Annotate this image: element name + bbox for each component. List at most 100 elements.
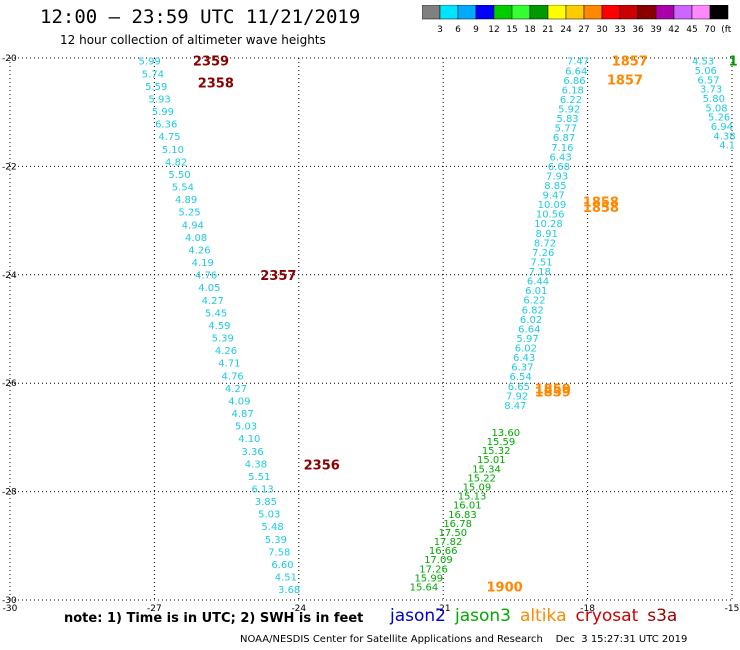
swh-value-label: 6.94 <box>711 122 733 133</box>
swh-value-label: 4.76 <box>222 371 244 382</box>
swh-value-label: 5.03 <box>235 422 257 433</box>
swh-value-label: 15.99 <box>414 573 443 584</box>
swh-value-label: 6.22 <box>560 95 582 106</box>
swh-value-label: 6.22 <box>523 296 545 307</box>
swh-value-label: 4.08 <box>185 233 207 244</box>
swh-value-label: 6.37 <box>511 363 533 374</box>
colorbar-label: 39 <box>650 25 662 35</box>
swh-value-label: 6.44 <box>527 277 549 288</box>
swh-value-label: 6.87 <box>553 133 575 144</box>
y-tick-label: -24 <box>2 271 17 281</box>
colorbar-label: 9 <box>473 25 479 35</box>
swh-value-label: 13.60 <box>491 428 520 439</box>
swh-value-label: 15.13 <box>458 492 487 503</box>
colorbar-label: 42 <box>668 25 679 35</box>
time-label: 1858 <box>583 196 619 211</box>
swh-value-label: 4.38 <box>245 459 267 470</box>
swh-value-label: 6.65 <box>508 382 530 393</box>
swh-value-label: 6.64 <box>565 66 587 77</box>
time-label: 2359 <box>193 55 229 70</box>
colorbar-label: 36 <box>632 25 644 35</box>
swh-value-label: 5.99 <box>138 57 160 68</box>
time-label: 1857 <box>607 74 643 89</box>
swh-value-label: 6.43 <box>513 353 535 364</box>
swh-value-label: 4.53 <box>692 57 714 68</box>
swh-value-label: 6.02 <box>515 344 537 355</box>
swh-value-label: 7.26 <box>532 248 554 259</box>
swh-value-label: 3.68 <box>278 585 300 596</box>
legend-cryosat: cryosat <box>575 606 639 626</box>
swh-value-label: 6.54 <box>509 372 531 383</box>
swh-value-label: 4.76 <box>195 271 217 282</box>
swh-value-label: 5.83 <box>556 114 578 125</box>
swh-value-label: 15.01 <box>477 455 506 466</box>
swh-value-label: 4.27 <box>202 296 224 307</box>
colorbar-label: 21 <box>542 25 553 35</box>
swh-value-label: 5.77 <box>555 124 577 135</box>
swh-value-label: 15.59 <box>487 437 516 448</box>
colorbar-label: 27 <box>578 25 589 35</box>
colorbar-label: (ft) <box>721 25 732 35</box>
y-tick-label: -22 <box>2 162 17 172</box>
swh-value-label: 15.64 <box>410 582 439 593</box>
swh-value-label: 17.50 <box>439 528 468 539</box>
swh-value-label: 8.85 <box>544 181 566 192</box>
x-tick-label: -18 <box>580 604 595 614</box>
swh-value-label: 5.06 <box>695 66 717 77</box>
colorbar-label: 15 <box>506 25 517 35</box>
note-text: note: 1) Time is in UTC; 2) SWH is in fe… <box>64 611 364 626</box>
x-tick-label: -15 <box>725 604 740 614</box>
swh-value-label: 5.80 <box>703 94 725 105</box>
time-label: 2356 <box>304 459 340 474</box>
swh-value-label: 6.02 <box>520 315 542 326</box>
swh-value-label: 5.10 <box>162 145 184 156</box>
colorbar-label: 30 <box>596 25 608 35</box>
swh-value-label: 5.92 <box>558 105 580 116</box>
colorbar-label: 18 <box>524 25 536 35</box>
swh-value-label: 16.66 <box>429 546 458 557</box>
swh-value-label: 4.1 <box>719 141 735 152</box>
swh-value-label: 3.85 <box>255 497 277 508</box>
swh-value-label: 7.58 <box>268 547 290 558</box>
swh-value-label: 4.19 <box>192 258 214 269</box>
time-label: 1859 <box>535 383 571 398</box>
swh-value-label: 17.82 <box>434 537 463 548</box>
swh-value-label: 15.09 <box>463 482 492 493</box>
swh-value-label: 5.39 <box>265 535 287 546</box>
swh-value-label: 7.16 <box>551 143 573 154</box>
swh-value-label: 4.38 <box>713 131 735 142</box>
swh-value-label: 5.74 <box>142 69 164 80</box>
swh-value-label: 6.01 <box>525 286 547 297</box>
time-label: 2357 <box>260 269 296 284</box>
swh-value-label: 5.97 <box>516 334 538 345</box>
colorbar-label: 70 <box>704 25 716 35</box>
swh-value-label: 17.09 <box>424 555 453 566</box>
swh-value-label: 15.22 <box>467 473 496 484</box>
x-tick-label: -30 <box>3 604 18 614</box>
y-tick-label: -28 <box>2 488 17 498</box>
swh-value-label: 6.57 <box>697 75 719 86</box>
colorbar-label: 12 <box>488 25 499 35</box>
colorbar-label: 24 <box>560 25 572 35</box>
swh-value-label: 8.72 <box>534 238 556 249</box>
satellite-legend: jason2 jason3 altika cryosat s3a <box>390 606 686 626</box>
swh-value-label: 3.36 <box>241 447 263 458</box>
footer-credit: NOAA/NESDIS Center for Satellite Applica… <box>240 634 688 645</box>
swh-value-label: 5.59 <box>145 82 167 93</box>
colorbar-label: 3 <box>437 25 443 35</box>
y-tick-label: -26 <box>2 379 17 389</box>
swh-value-label: 16.01 <box>453 501 482 512</box>
swh-value-label: 4.75 <box>158 132 180 143</box>
swh-value-label: 10.56 <box>536 210 565 221</box>
swh-value-label: 5.26 <box>708 113 730 124</box>
time-label: 1859 <box>535 385 571 400</box>
swh-value-label: 6.18 <box>562 85 584 96</box>
swh-value-label: 4.87 <box>232 409 254 420</box>
swh-value-label: 6.86 <box>563 76 585 87</box>
swh-value-label: 10.28 <box>534 219 563 230</box>
swh-value-label: 4.27 <box>225 384 247 395</box>
swh-value-label: 16.83 <box>448 510 477 521</box>
colorbar-label: 45 <box>686 25 697 35</box>
swh-value-label: 6.68 <box>548 162 570 173</box>
